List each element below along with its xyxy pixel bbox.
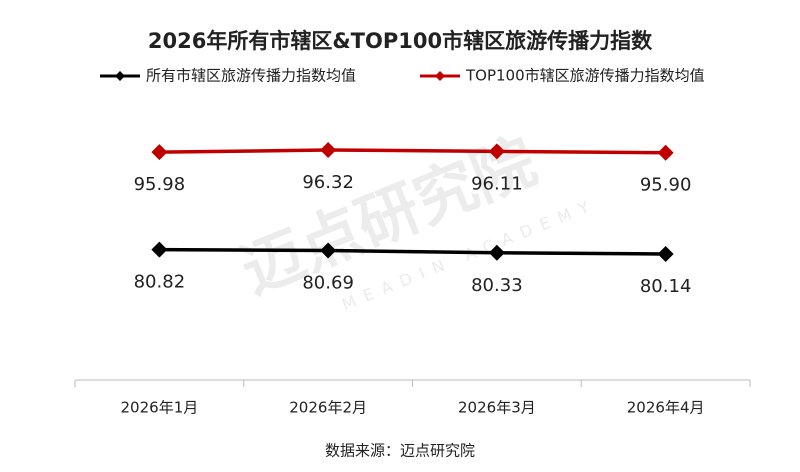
data-label: 95.90 xyxy=(640,175,692,196)
data-label: 96.11 xyxy=(471,173,523,194)
category-dividers xyxy=(74,380,751,387)
legend-marker xyxy=(435,71,445,81)
point-marker xyxy=(320,242,337,259)
data-label: 80.69 xyxy=(302,272,354,293)
data-label: 80.33 xyxy=(471,275,523,296)
point-marker xyxy=(657,144,674,161)
legend-marker xyxy=(115,71,125,81)
data-label: 80.14 xyxy=(640,276,692,297)
point-marker xyxy=(488,244,505,261)
data-label: 95.98 xyxy=(134,174,186,195)
x-tick-label: 2026年2月 xyxy=(289,399,367,417)
source: 数据来源：迈点研究院 xyxy=(325,442,475,460)
x-tick-label: 2026年1月 xyxy=(121,399,199,417)
chart-title: 2026年所有市辖区&TOP100市辖区旅游传播力指数 xyxy=(148,29,653,53)
legend-label: 所有市辖区旅游传播力指数均值 xyxy=(146,67,356,85)
data-label: 80.82 xyxy=(134,272,186,293)
data-label: 96.32 xyxy=(302,172,354,193)
point-marker xyxy=(320,142,337,158)
point-marker xyxy=(151,241,168,258)
point-marker xyxy=(488,143,505,160)
legend-label: TOP100市辖区旅游传播力指数均值 xyxy=(465,67,705,85)
x-tick-label: 2026年4月 xyxy=(627,399,705,417)
point-marker xyxy=(151,144,168,161)
series-line xyxy=(159,247,666,256)
x-tick-label: 2026年3月 xyxy=(458,399,536,417)
series-line xyxy=(159,148,666,155)
point-marker xyxy=(657,246,674,262)
